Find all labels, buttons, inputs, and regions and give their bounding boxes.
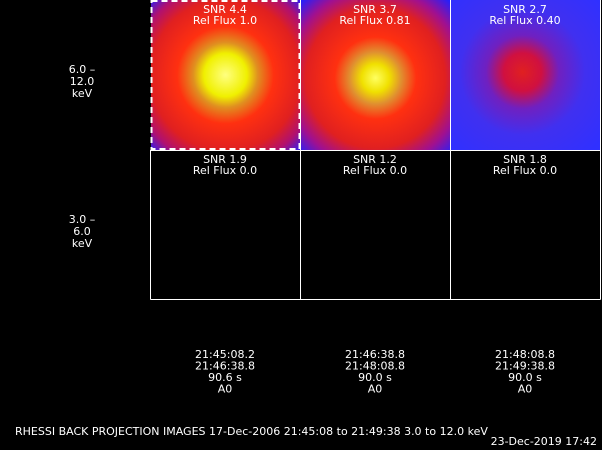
row-label: 6.0 [73, 225, 91, 238]
timestamp: 23-Dec-2019 17:42 [491, 435, 597, 448]
time-label: 21:46:38.8 [345, 348, 405, 361]
row-label: 6.0 – [69, 63, 96, 76]
flux-label: Rel Flux 0.81 [339, 14, 410, 27]
time-label: 21:46:38.8 [195, 360, 255, 373]
row-label: 3.0 – [69, 213, 96, 226]
time-label: 21:49:38.8 [495, 360, 555, 373]
title: RHESSI BACK PROJECTION IMAGES 17-Dec-200… [15, 425, 488, 438]
flux-label: Rel Flux 0.0 [193, 164, 257, 177]
time-label: A0 [518, 383, 533, 396]
image [151, 0, 300, 150]
time-label: 90.6 s [208, 371, 242, 384]
time-label: 21:48:08.8 [495, 348, 555, 361]
snr-label: SNR 3.7 [353, 3, 397, 16]
snr-label: SNR 1.9 [203, 153, 247, 166]
row-label: keV [72, 87, 93, 100]
snr-label: SNR 1.8 [503, 153, 547, 166]
snr-label: SNR 4.4 [203, 3, 247, 16]
flux-label: Rel Flux 0.0 [493, 164, 557, 177]
time-label: 21:45:08.2 [195, 348, 255, 361]
panel-frames [150, 0, 601, 300]
image [301, 0, 450, 150]
row-label: 12.0 [70, 75, 95, 88]
time-label: A0 [368, 383, 383, 396]
snr-label: SNR 1.2 [353, 153, 397, 166]
time-label: 90.0 s [358, 371, 392, 384]
snr-label: SNR 2.7 [503, 3, 547, 16]
flux-label: Rel Flux 1.0 [193, 14, 257, 27]
time-label: 90.0 s [508, 371, 542, 384]
row-label: keV [72, 237, 93, 250]
time-label: 21:48:08.8 [345, 360, 405, 373]
time-label: A0 [218, 383, 233, 396]
flux-label: Rel Flux 0.0 [343, 164, 407, 177]
flux-label: Rel Flux 0.40 [489, 14, 560, 27]
image [451, 0, 600, 150]
